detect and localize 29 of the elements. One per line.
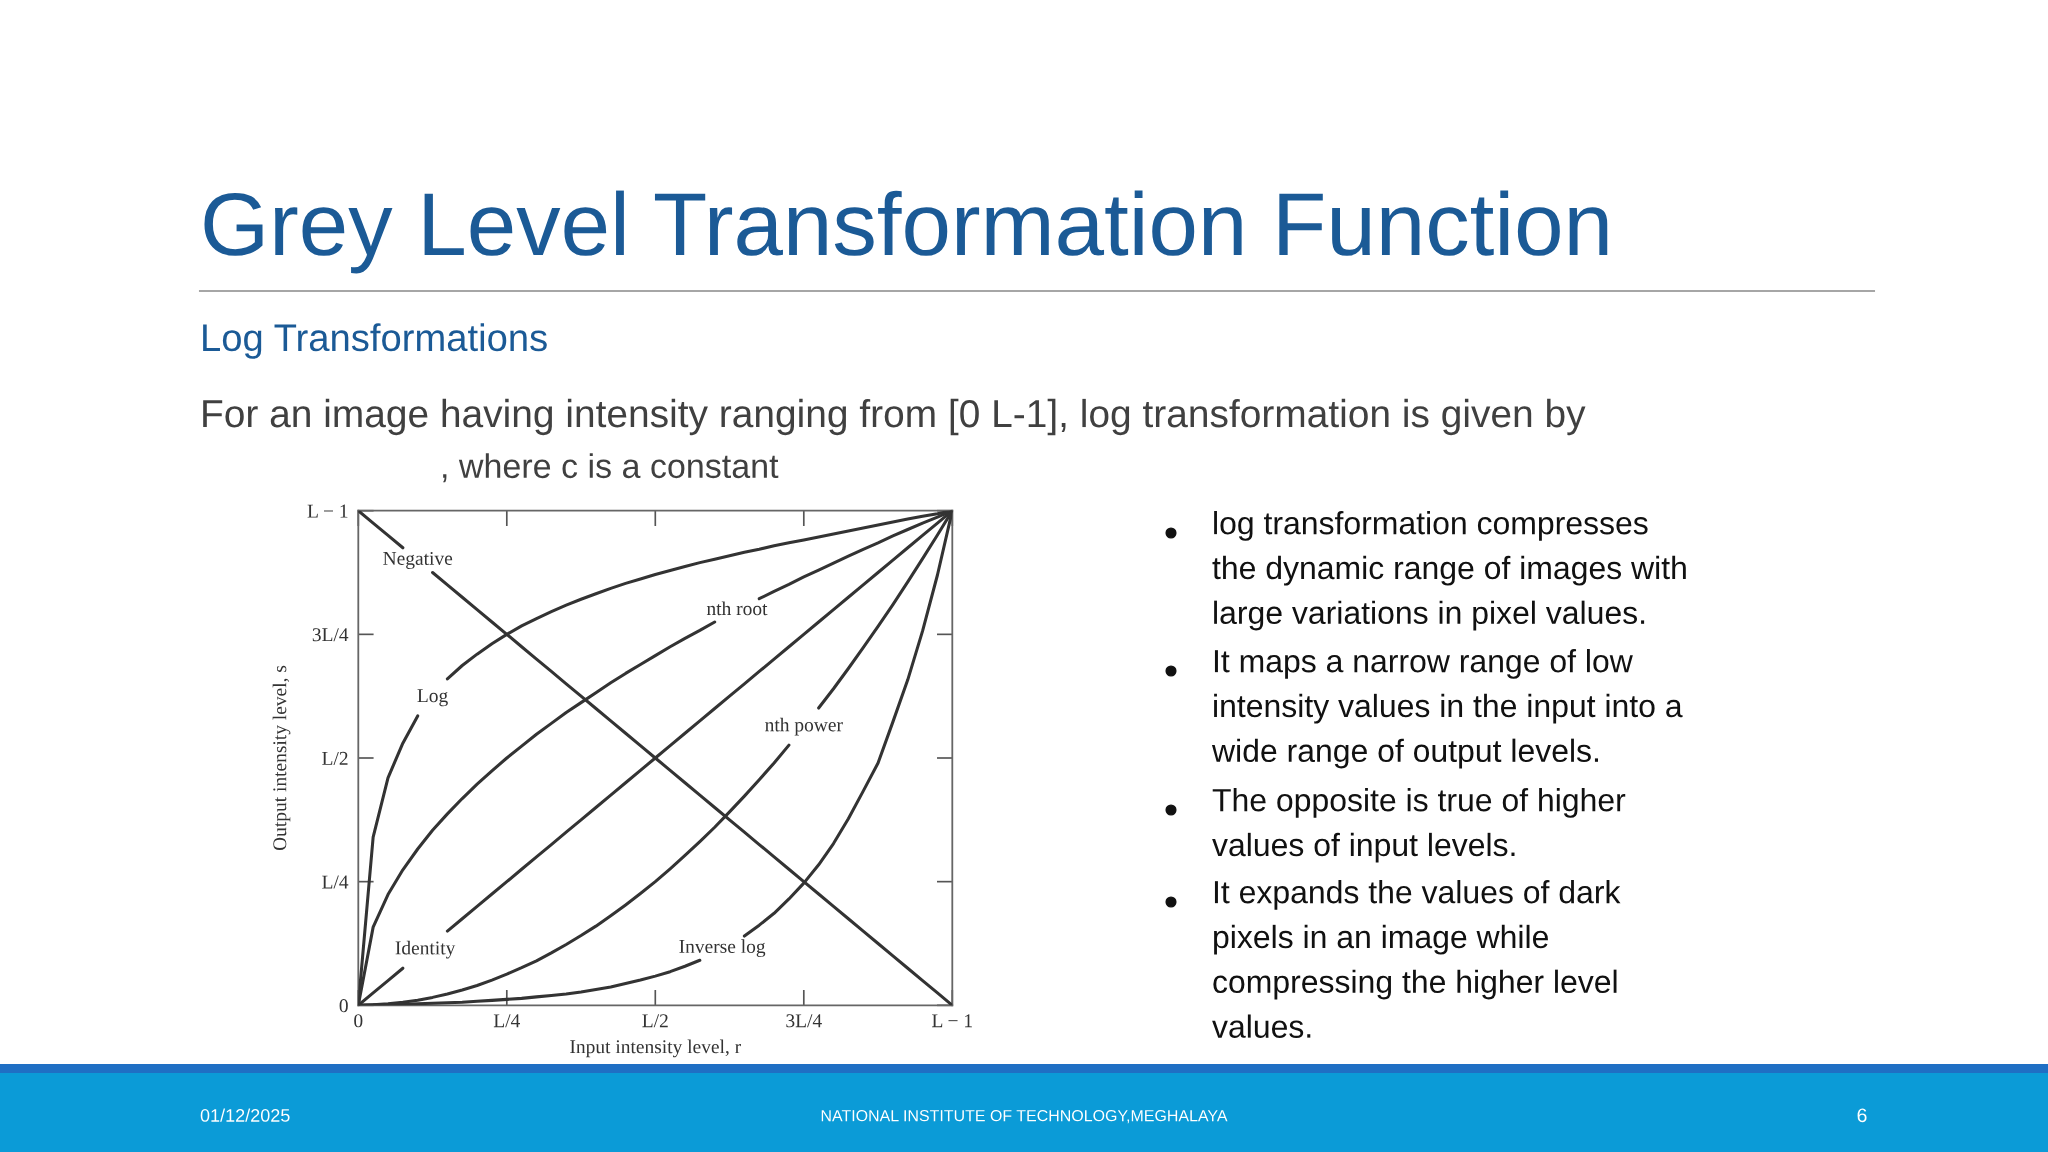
chart-title: Grey Level Transformation Function bbox=[204, 190, 1608, 274]
x-tick-label: L/4 bbox=[493, 1014, 520, 1028]
series-label: nth power bbox=[765, 717, 843, 736]
series-label: Identity bbox=[395, 940, 456, 959]
text: 01/12/2025 bbox=[200, 1108, 290, 1122]
text: It maps a narrow range of low intensity values in the input into a wide range of output levels. bbox=[1211, 649, 1683, 769]
series-label: Negative bbox=[383, 551, 453, 569]
x-tick-label: L − 1 bbox=[932, 1014, 972, 1028]
chart-subtitle: Log Transformations bbox=[203, 323, 547, 359]
text: NATIONAL INSTITUTE OF TECHNOLOGY,MEGHALAYA bbox=[821, 1109, 1228, 1124]
series-label: nth root bbox=[706, 601, 768, 616]
x-tick-label: 0 bbox=[354, 1014, 363, 1028]
text: It expands the values of dark pixels in an image while compressing the higher level values. bbox=[1212, 880, 1621, 1038]
text: L/4 bbox=[322, 875, 349, 889]
text: log transformation compresses the dynamic range of images with large variations in pixel values. bbox=[1212, 511, 1686, 631]
text: 6 bbox=[1857, 1108, 1867, 1123]
text: , where c is a constant bbox=[443, 453, 779, 483]
text: L − 1 bbox=[307, 504, 348, 518]
text: 0 bbox=[339, 999, 348, 1013]
text: 3L/4 bbox=[312, 628, 349, 642]
x-tick-label: 3L/4 bbox=[786, 1014, 822, 1028]
text: L/2 bbox=[322, 751, 348, 765]
series-label: Log bbox=[417, 689, 448, 707]
series-label: Inverse log bbox=[679, 939, 766, 958]
y-axis-title: Output intensity level, s bbox=[272, 665, 291, 851]
x-axis-title: Input intensity level, r bbox=[570, 1039, 741, 1058]
text: For an image having intensity ranging from [0 L-1], log transformation is given by bbox=[203, 398, 1586, 436]
x-tick-label: L/2 bbox=[642, 1014, 668, 1028]
text: The opposite is true of higher values of input levels. bbox=[1212, 788, 1626, 863]
